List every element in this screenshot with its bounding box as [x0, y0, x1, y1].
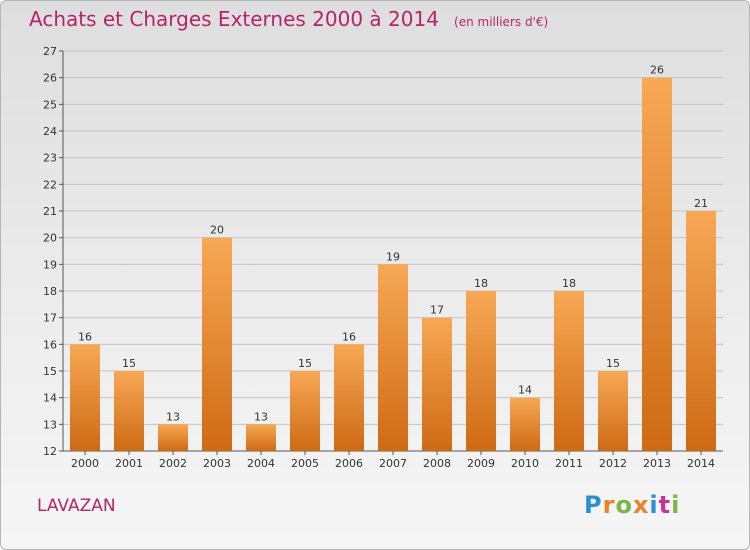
logo-letter: t	[658, 491, 672, 519]
x-tick-label: 2014	[687, 457, 715, 470]
x-tick-label: 2006	[335, 457, 363, 470]
bar-2011	[554, 291, 584, 451]
x-tick-label: 2012	[599, 457, 627, 470]
y-tick-label: 13	[43, 418, 57, 431]
y-tick-label: 16	[43, 338, 57, 351]
x-tick-label: 2011	[555, 457, 583, 470]
place-name: LAVAZAN	[37, 496, 116, 516]
bar-2000	[70, 344, 100, 451]
y-tick-label: 12	[43, 445, 57, 458]
y-tick-label: 19	[43, 258, 57, 271]
y-tick-label: 23	[43, 152, 57, 165]
data-label: 19	[386, 250, 400, 263]
x-tick-label: 2000	[71, 457, 99, 470]
proxiti-logo[interactable]: Proxiti	[584, 491, 680, 519]
bar-2009	[466, 291, 496, 451]
y-tick-label: 24	[43, 125, 57, 138]
data-label: 15	[606, 357, 620, 370]
bar-2006	[334, 344, 364, 451]
bar-2007	[378, 264, 408, 451]
data-label: 15	[122, 357, 136, 370]
x-tick-label: 2009	[467, 457, 495, 470]
x-tick-label: 2004	[247, 457, 275, 470]
bar-2013	[642, 77, 672, 452]
y-tick-label: 18	[43, 285, 57, 298]
data-label: 16	[342, 330, 356, 343]
bar-2014	[686, 211, 716, 451]
x-tick-label: 2008	[423, 457, 451, 470]
data-label: 15	[298, 357, 312, 370]
y-tick-label: 14	[43, 392, 57, 405]
x-tick-label: 2007	[379, 457, 407, 470]
bar-2003	[202, 237, 232, 451]
bar-2012	[598, 371, 628, 451]
y-tick-label: 25	[43, 98, 57, 111]
data-label: 20	[210, 224, 224, 237]
y-tick-label: 20	[43, 232, 57, 245]
bar-2001	[114, 371, 144, 451]
chart-unit: (en milliers d'€)	[454, 15, 549, 29]
bar-2005	[290, 371, 320, 451]
logo-letter: i	[649, 491, 659, 519]
y-tick-label: 17	[43, 312, 57, 325]
logo-letter: r	[602, 491, 616, 519]
logo-letter: o	[615, 491, 633, 519]
data-label: 13	[254, 410, 268, 423]
x-tick-label: 2003	[203, 457, 231, 470]
title-row: Achats et Charges Externes 2000 à 2014 (…	[29, 7, 548, 31]
data-label: 17	[430, 304, 444, 317]
y-tick-label: 26	[43, 72, 57, 85]
logo-letter: x	[632, 491, 650, 519]
chart-title: Achats et Charges Externes 2000 à 2014	[29, 7, 439, 31]
bar-2010	[510, 397, 540, 451]
y-tick-label: 27	[43, 45, 57, 58]
data-label: 13	[166, 410, 180, 423]
bar-2002	[158, 424, 188, 451]
label-layer: 2000 16 2001 15 2002 13 2003 20 2004 13 2005 15 2006…	[71, 64, 715, 470]
logo-letter: i	[671, 491, 681, 519]
data-label: 21	[694, 197, 708, 210]
y-tick-label: 21	[43, 205, 57, 218]
x-tick-label: 2013	[643, 457, 671, 470]
bar-layer	[70, 77, 716, 452]
bar-2008	[422, 317, 452, 451]
x-tick-label: 2001	[115, 457, 143, 470]
data-label: 14	[518, 384, 532, 397]
y-tick-label: 15	[43, 365, 57, 378]
x-tick-label: 2010	[511, 457, 539, 470]
y-tick-label: 22	[43, 178, 57, 191]
x-tick-label: 2002	[159, 457, 187, 470]
data-label: 26	[650, 64, 664, 77]
data-label: 18	[474, 277, 488, 290]
bar-2004	[246, 424, 276, 451]
data-label: 18	[562, 277, 576, 290]
x-tick-label: 2005	[291, 457, 319, 470]
data-label: 16	[78, 330, 92, 343]
logo-letter: P	[584, 491, 603, 519]
